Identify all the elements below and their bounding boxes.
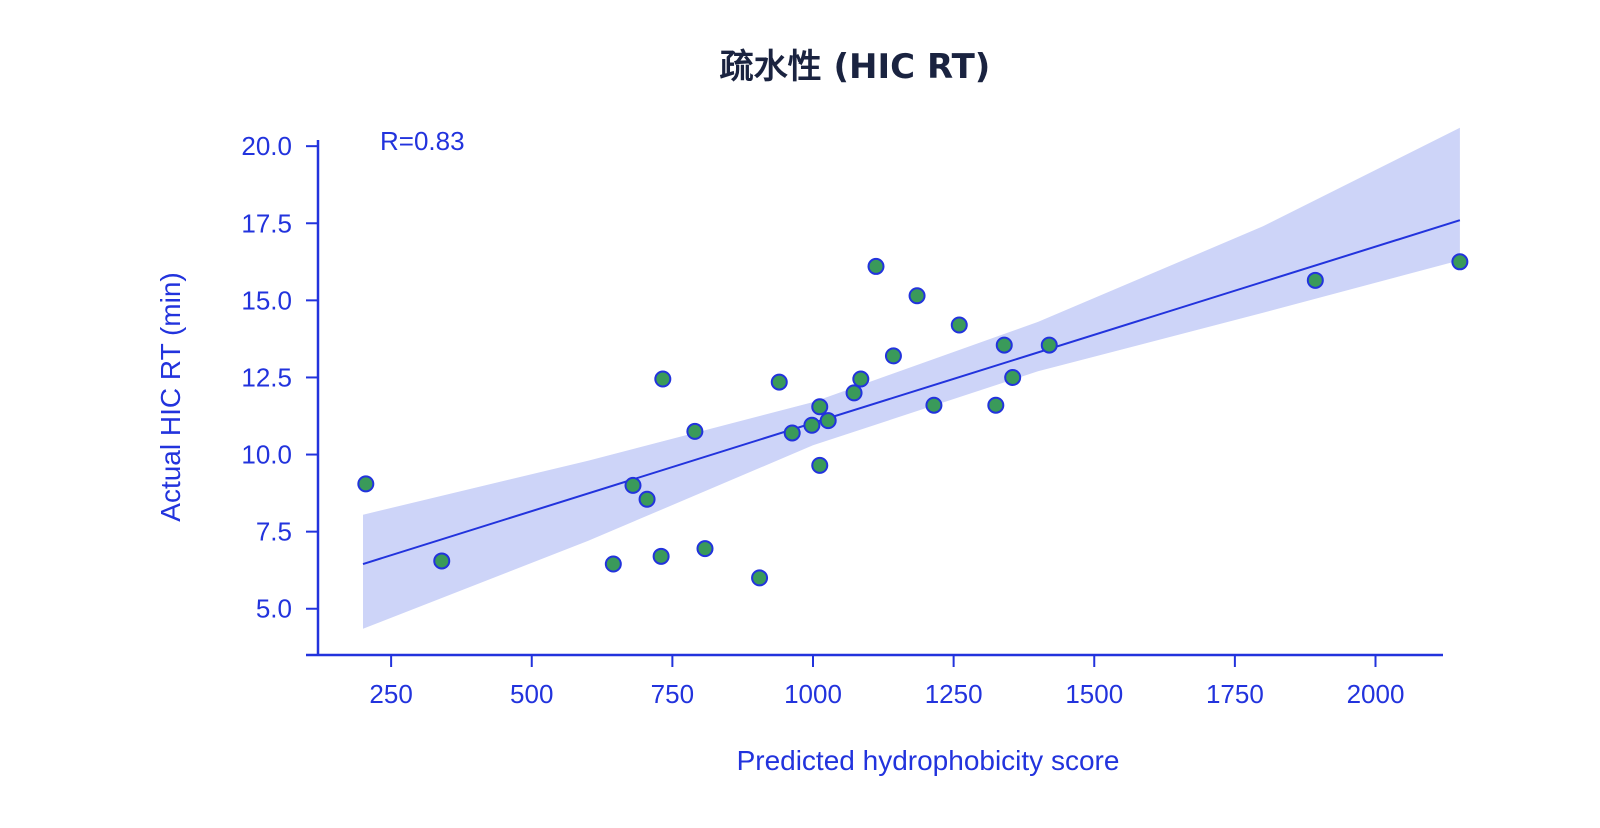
y-tick-label: 17.5 <box>241 208 292 238</box>
data-point <box>925 396 943 414</box>
data-point <box>819 412 837 430</box>
data-point <box>624 476 642 494</box>
data-point <box>1306 271 1324 289</box>
y-tick-label: 7.5 <box>256 517 292 547</box>
chart-title: 疏水性 (HIC RT) <box>720 47 991 87</box>
data-point <box>770 373 788 391</box>
data-point <box>908 287 926 305</box>
data-point <box>884 347 902 365</box>
confidence-band <box>363 127 1460 629</box>
confidence-band-layer <box>363 127 1460 629</box>
regression-line <box>362 219 1461 565</box>
data-point <box>652 547 670 565</box>
x-tick-label: 1250 <box>925 679 983 709</box>
data-point <box>811 456 829 474</box>
data-point <box>1040 336 1058 354</box>
data-point <box>433 552 451 570</box>
data-point <box>357 475 375 493</box>
y-tick-label: 5.0 <box>256 594 292 624</box>
x-ticks: 250 500 750 1000 1250 1500 1750 2000 <box>369 655 1404 709</box>
fit-line-layer <box>362 219 1461 565</box>
correlation-annotation: R=0.83 <box>380 126 465 156</box>
y-ticks: 5.0 7.5 10.0 12.5 15.0 17.5 20.0 <box>241 131 318 624</box>
y-tick-label: 15.0 <box>241 285 292 315</box>
x-tick-label: 1750 <box>1206 679 1264 709</box>
data-point <box>1451 253 1469 271</box>
x-tick-label: 500 <box>510 679 553 709</box>
y-tick-label: 10.0 <box>241 440 292 470</box>
data-points <box>357 253 1469 587</box>
data-point <box>950 316 968 334</box>
x-tick-label: 250 <box>369 679 412 709</box>
y-axis-label: Actual HIC RT (min) <box>155 272 186 521</box>
x-tick-label: 750 <box>651 679 694 709</box>
data-point <box>803 416 821 434</box>
y-tick-label: 12.5 <box>241 362 292 392</box>
data-point <box>686 422 704 440</box>
data-point <box>852 370 870 388</box>
x-tick-label: 1000 <box>784 679 842 709</box>
data-point <box>845 384 863 402</box>
x-tick-label: 2000 <box>1347 679 1405 709</box>
data-point <box>654 370 672 388</box>
data-point <box>696 540 714 558</box>
data-point <box>995 336 1013 354</box>
data-point <box>811 398 829 416</box>
x-axis-label: Predicted hydrophobicity score <box>737 745 1120 776</box>
data-point <box>638 490 656 508</box>
data-point <box>1004 368 1022 386</box>
x-tick-label: 1500 <box>1065 679 1123 709</box>
data-point <box>751 569 769 587</box>
data-point <box>604 555 622 573</box>
data-point <box>783 424 801 442</box>
y-tick-label: 20.0 <box>241 131 292 161</box>
data-point <box>867 257 885 275</box>
data-point <box>987 396 1005 414</box>
